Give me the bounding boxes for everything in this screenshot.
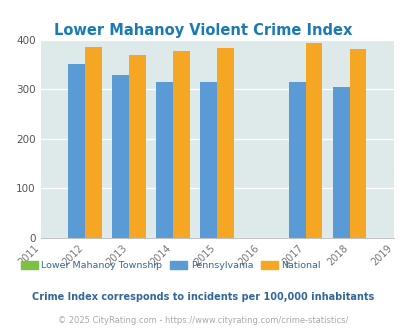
Bar: [349, 49, 366, 238]
Bar: [217, 48, 233, 238]
Bar: [305, 43, 322, 238]
Bar: [68, 64, 85, 238]
Bar: [129, 55, 145, 238]
Legend: Lower Mahanoy Township, Pennsylvania, National: Lower Mahanoy Township, Pennsylvania, Na…: [17, 257, 324, 274]
Bar: [156, 82, 173, 238]
Text: Lower Mahanoy Violent Crime Index: Lower Mahanoy Violent Crime Index: [54, 23, 351, 38]
Bar: [173, 51, 190, 238]
Text: Crime Index corresponds to incidents per 100,000 inhabitants: Crime Index corresponds to incidents per…: [32, 292, 373, 302]
Bar: [200, 82, 217, 238]
Bar: [332, 86, 349, 238]
Bar: [288, 82, 305, 238]
Bar: [112, 75, 129, 238]
Text: © 2025 CityRating.com - https://www.cityrating.com/crime-statistics/: © 2025 CityRating.com - https://www.city…: [58, 316, 347, 325]
Bar: [85, 47, 101, 238]
